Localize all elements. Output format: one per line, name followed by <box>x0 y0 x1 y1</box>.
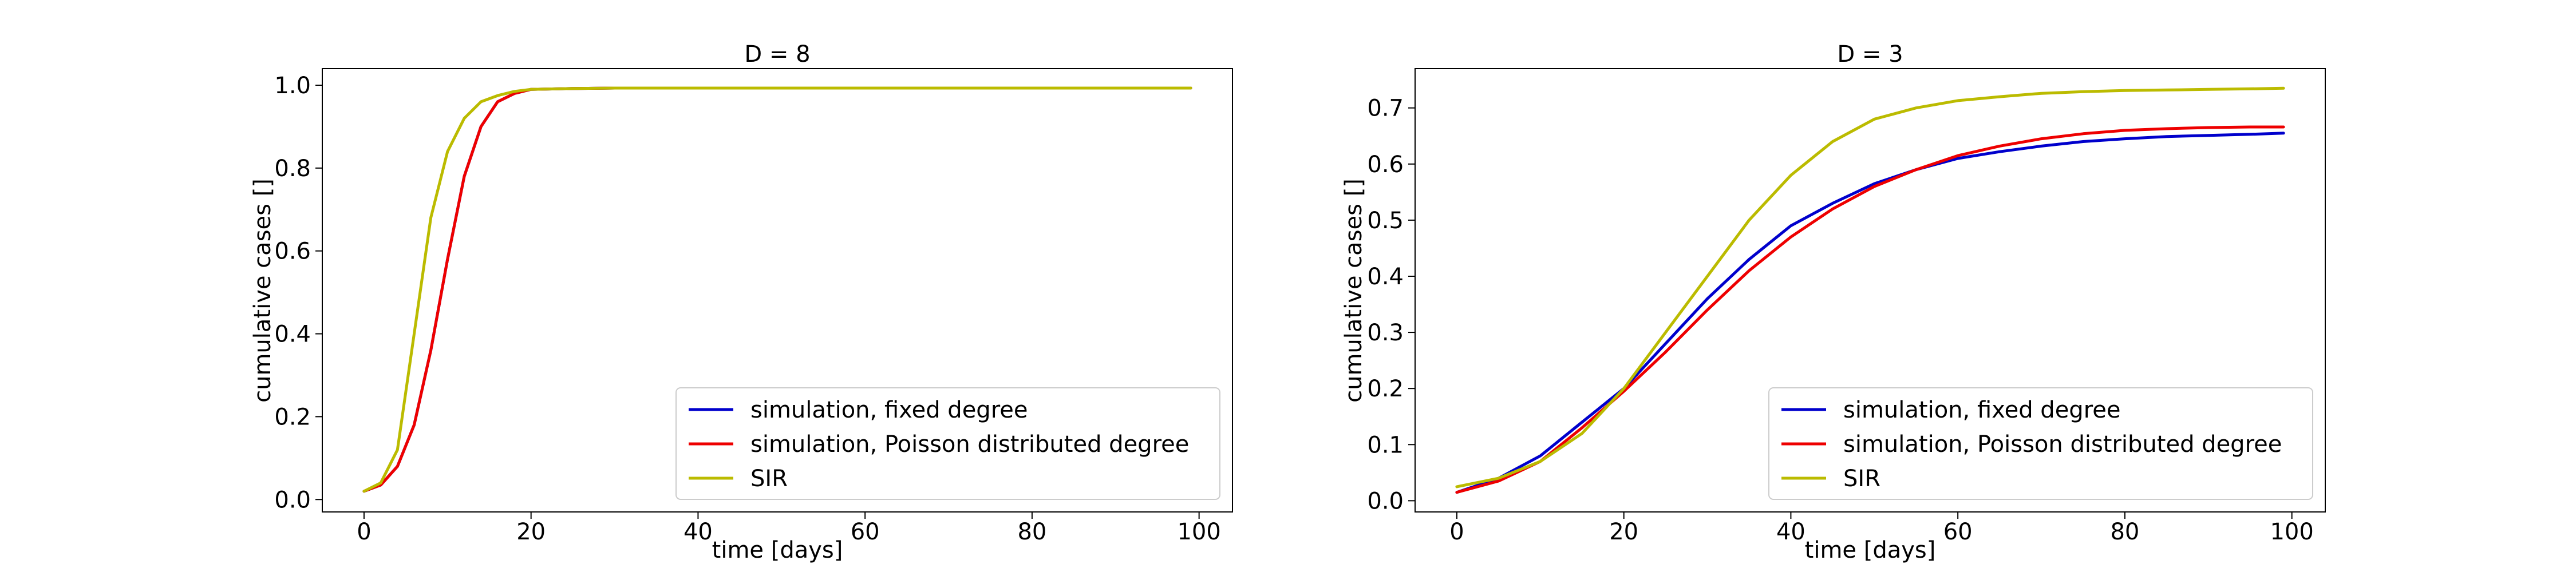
x-tick-label: 20 <box>516 519 546 545</box>
y-tick-label: 0.0 <box>1367 488 1404 514</box>
y-axis-label: cumulative cases [] <box>1341 178 1367 403</box>
legend-box <box>675 387 1220 500</box>
chart-title: D = 8 <box>744 41 810 67</box>
y-tick-label: 0.0 <box>274 487 311 513</box>
legend-box <box>1768 387 2313 500</box>
y-tick-label: 1.0 <box>274 73 311 99</box>
chart-title: D = 3 <box>1837 41 1903 67</box>
x-tick-label: 40 <box>683 519 713 545</box>
legend-label: simulation, Poisson distributed degree <box>1843 431 2282 458</box>
y-tick-label: 0.8 <box>274 156 311 182</box>
legend: simulation, fixed degree simulation, Pois… <box>675 387 1220 500</box>
y-tick-label: 0.5 <box>1367 208 1404 234</box>
x-tick-label: 80 <box>2110 519 2139 545</box>
y-tick-label: 0.6 <box>274 239 311 265</box>
axis-ticks: 0 20 40 60 80 100 0.0 0.2 0.4 0.6 0.8 1.0 <box>274 73 1220 545</box>
x-tick-label: 80 <box>1017 519 1046 545</box>
x-tick-label: 60 <box>1943 519 1973 545</box>
y-tick-label: 0.2 <box>1367 376 1404 402</box>
plot-lines <box>362 86 1192 493</box>
y-tick-label: 0.6 <box>1367 152 1404 178</box>
chart-panel-d3: D = 3 time [days] cumulative cases [] 0 2… <box>1341 41 2326 563</box>
plot-frame <box>1415 68 2326 513</box>
x-tick-label: 100 <box>2270 519 2313 545</box>
y-tick-label: 0.2 <box>274 404 311 430</box>
x-tick-label: 100 <box>1177 519 1220 545</box>
legend-label: SIR <box>750 466 788 492</box>
legend-label: simulation, Poisson distributed degree <box>750 431 1189 458</box>
legend: simulation, fixed degree simulation, Pois… <box>1768 387 2313 500</box>
legend-label: simulation, fixed degree <box>750 397 1028 423</box>
y-tick-label: 0.3 <box>1367 320 1404 346</box>
x-tick-label: 40 <box>1776 519 1805 545</box>
chart-panel-d8: D = 8 time [days] cumulative cases [] 0 2… <box>250 41 1233 563</box>
y-tick-label: 0.4 <box>274 321 311 348</box>
x-tick-label: 0 <box>1449 519 1464 545</box>
plot-frame <box>322 68 1233 513</box>
x-tick-label: 20 <box>1609 519 1638 545</box>
y-axis-label: cumulative cases [] <box>250 178 276 403</box>
series-line-0 <box>1455 132 2285 494</box>
y-tick-label: 0.4 <box>1367 264 1404 290</box>
plot-lines <box>1455 86 2285 494</box>
x-tick-label: 0 <box>357 519 371 545</box>
x-tick-label: 60 <box>851 519 880 545</box>
legend-label: SIR <box>1843 466 1880 492</box>
x-axis-label: time [days] <box>1805 537 1936 563</box>
series-line-1 <box>1455 125 2285 494</box>
legend-label: simulation, fixed degree <box>1843 397 2120 423</box>
series-line-2 <box>1455 86 2285 488</box>
y-tick-label: 0.7 <box>1367 96 1404 122</box>
series-line-2 <box>362 86 1192 493</box>
axis-ticks: 0 20 40 60 80 100 0.0 0.1 0.2 0.3 0.4 0.5 0.6 0.7 <box>1367 96 2313 545</box>
x-axis-label: time [days] <box>712 537 843 563</box>
y-tick-label: 0.1 <box>1367 432 1404 458</box>
